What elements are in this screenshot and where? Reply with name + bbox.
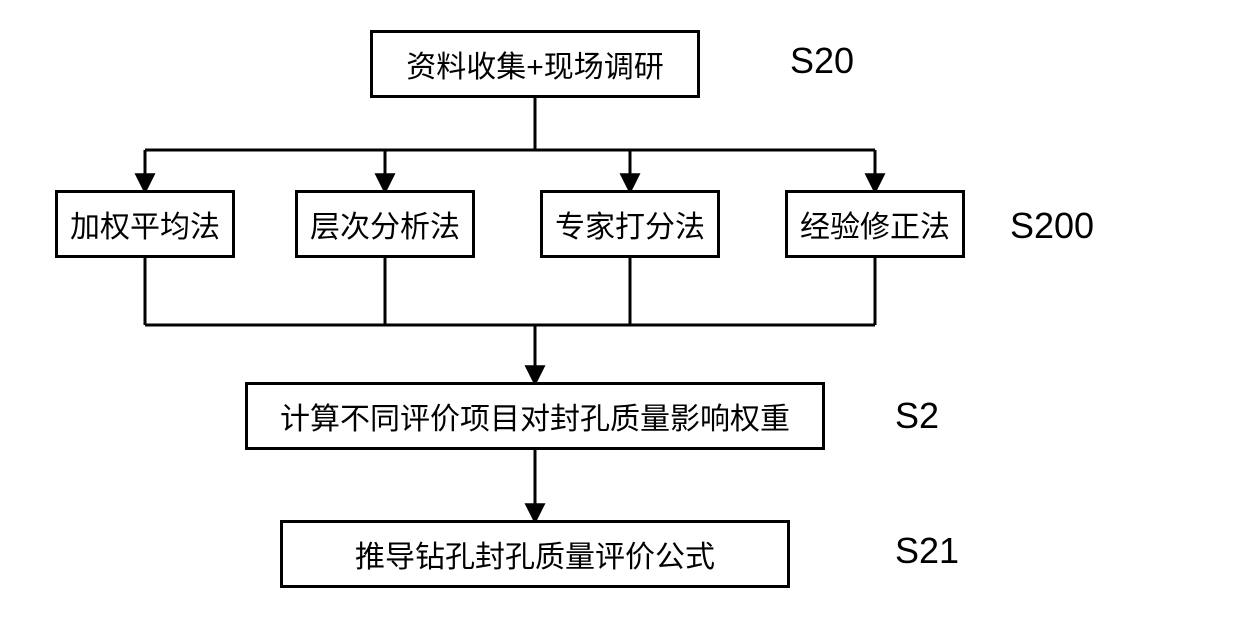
node-empirical-correction: 经验修正法: [785, 190, 965, 258]
node-text: 计算不同评价项目对封孔质量影响权重: [280, 394, 790, 438]
node-expert-scoring: 专家打分法: [540, 190, 720, 258]
node-ahp: 层次分析法: [295, 190, 475, 258]
label-text: S21: [895, 530, 959, 571]
step-label-s20: S20: [790, 40, 854, 82]
node-text: 经验修正法: [800, 202, 950, 246]
step-label-s2: S2: [895, 395, 939, 437]
node-compute-weights: 计算不同评价项目对封孔质量影响权重: [245, 382, 825, 450]
label-text: S200: [1010, 205, 1094, 246]
node-derive-formula: 推导钻孔封孔质量评价公式: [280, 520, 790, 588]
node-text: 加权平均法: [70, 202, 220, 246]
node-text: 资料收集+现场调研: [406, 42, 664, 86]
node-weighted-average: 加权平均法: [55, 190, 235, 258]
label-text: S2: [895, 395, 939, 436]
node-text: 层次分析法: [310, 202, 460, 246]
flowchart-canvas: 资料收集+现场调研 加权平均法 层次分析法 专家打分法 经验修正法 计算不同评价…: [0, 0, 1240, 627]
node-text: 专家打分法: [555, 202, 705, 246]
label-text: S20: [790, 40, 854, 81]
node-text: 推导钻孔封孔质量评价公式: [355, 532, 715, 576]
step-label-s200: S200: [1010, 205, 1094, 247]
step-label-s21: S21: [895, 530, 959, 572]
node-data-collection: 资料收集+现场调研: [370, 30, 700, 98]
